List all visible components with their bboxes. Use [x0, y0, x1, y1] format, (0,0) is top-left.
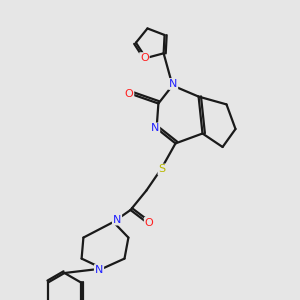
Text: S: S	[158, 164, 166, 175]
Text: N: N	[95, 265, 103, 275]
Text: N: N	[169, 79, 177, 89]
Text: O: O	[145, 218, 154, 228]
Text: N: N	[151, 123, 159, 134]
Text: O: O	[124, 89, 134, 99]
Text: O: O	[140, 53, 149, 63]
Text: N: N	[113, 214, 121, 225]
